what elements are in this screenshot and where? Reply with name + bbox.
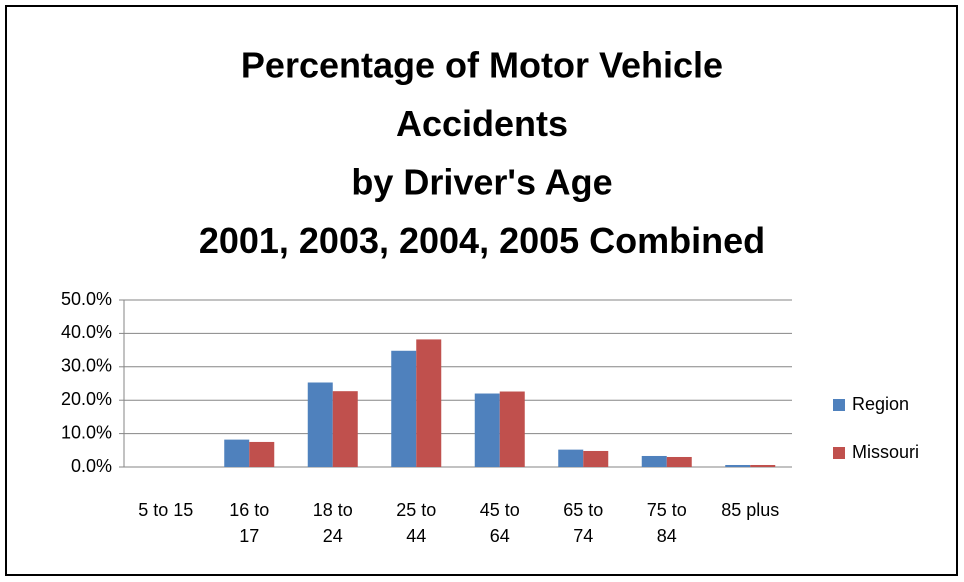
bar <box>249 441 275 467</box>
bar <box>474 393 500 467</box>
bar <box>666 456 692 467</box>
x-tick-label: 5 to 15 <box>138 500 194 520</box>
y-tick-label: 10.0% <box>61 422 112 442</box>
chart-title: by Driver's Age <box>351 162 612 203</box>
bar <box>641 455 667 467</box>
chart-title: Percentage of Motor Vehicle <box>241 45 723 86</box>
x-tick-label: 18 to 24 <box>312 500 353 546</box>
bar <box>416 339 442 467</box>
y-tick-label: 30.0% <box>61 356 112 376</box>
y-tick-label: 40.0% <box>61 322 112 342</box>
bar <box>725 464 751 467</box>
x-tick-label: 65 to 74 <box>563 500 604 546</box>
legend-swatch <box>833 447 845 459</box>
bar <box>332 391 358 467</box>
x-tick-label: 25 to 44 <box>396 500 437 546</box>
bar <box>499 391 525 467</box>
bar <box>224 439 250 467</box>
bar <box>750 464 776 467</box>
bar <box>391 350 417 467</box>
legend-label: Region <box>852 394 909 414</box>
x-tick-label: 16 to 17 <box>229 500 270 546</box>
legend-label: Missouri <box>852 442 919 462</box>
chart-frame <box>5 5 958 576</box>
bar <box>558 449 584 467</box>
chart-title: 2001, 2003, 2004, 2005 Combined <box>199 220 765 261</box>
x-tick-label: 85 plus <box>721 500 780 520</box>
x-tick-label: 75 to 84 <box>646 500 687 546</box>
chart-title: Accidents <box>396 103 568 144</box>
legend-swatch <box>833 399 845 411</box>
y-tick-label: 0.0% <box>71 456 112 476</box>
bar <box>583 450 609 467</box>
x-tick-label: 45 to 64 <box>479 500 520 546</box>
y-tick-label: 50.0% <box>61 289 112 309</box>
y-tick-label: 20.0% <box>61 389 112 409</box>
bar <box>307 382 333 467</box>
